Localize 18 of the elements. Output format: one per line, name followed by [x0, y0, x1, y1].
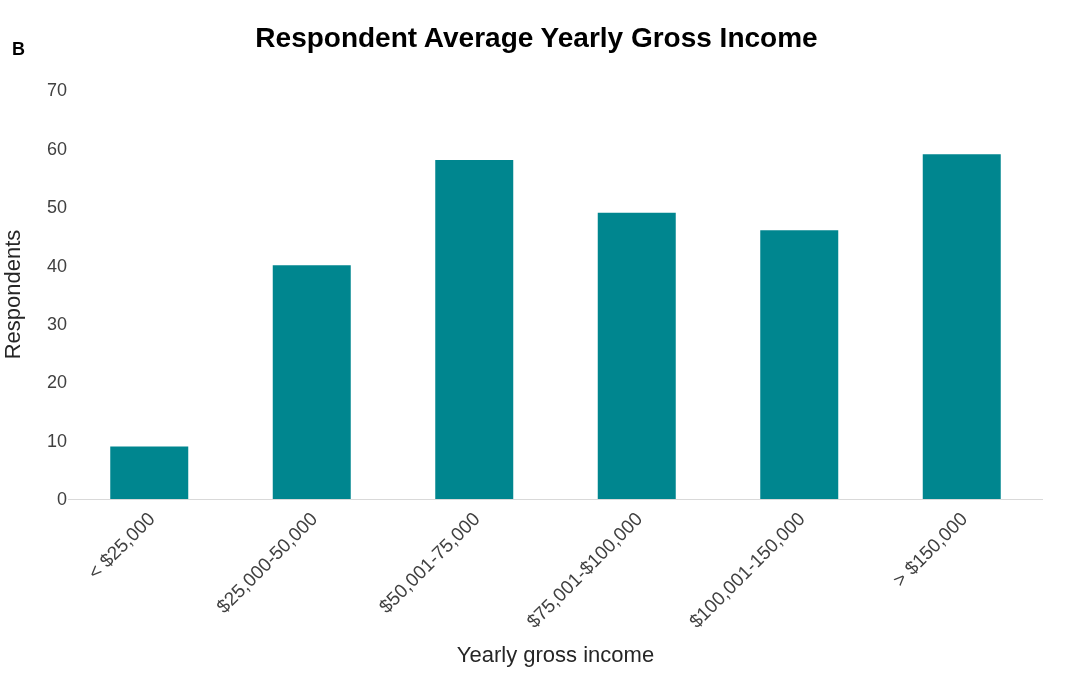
y-tick-label: 20: [46, 372, 67, 393]
y-tick-label: 60: [46, 138, 67, 159]
bar: [597, 212, 676, 499]
bar: [110, 446, 189, 499]
y-tick-label: 50: [46, 197, 67, 218]
y-tick-label: 30: [46, 314, 67, 335]
y-tick-label: 40: [46, 255, 67, 276]
y-axis-title: Respondents: [0, 229, 25, 360]
y-tick-label: 70: [46, 80, 67, 101]
bar: [435, 160, 514, 499]
chart-title: Respondent Average Yearly Gross Income: [255, 21, 818, 53]
x-axis-title: Yearly gross income: [456, 641, 655, 667]
y-tick-label: 10: [46, 430, 67, 451]
bar: [760, 230, 839, 499]
bar: [272, 265, 351, 499]
bar: [922, 154, 1001, 499]
y-tick-label: 0: [56, 489, 67, 510]
text: B: [12, 39, 25, 59]
